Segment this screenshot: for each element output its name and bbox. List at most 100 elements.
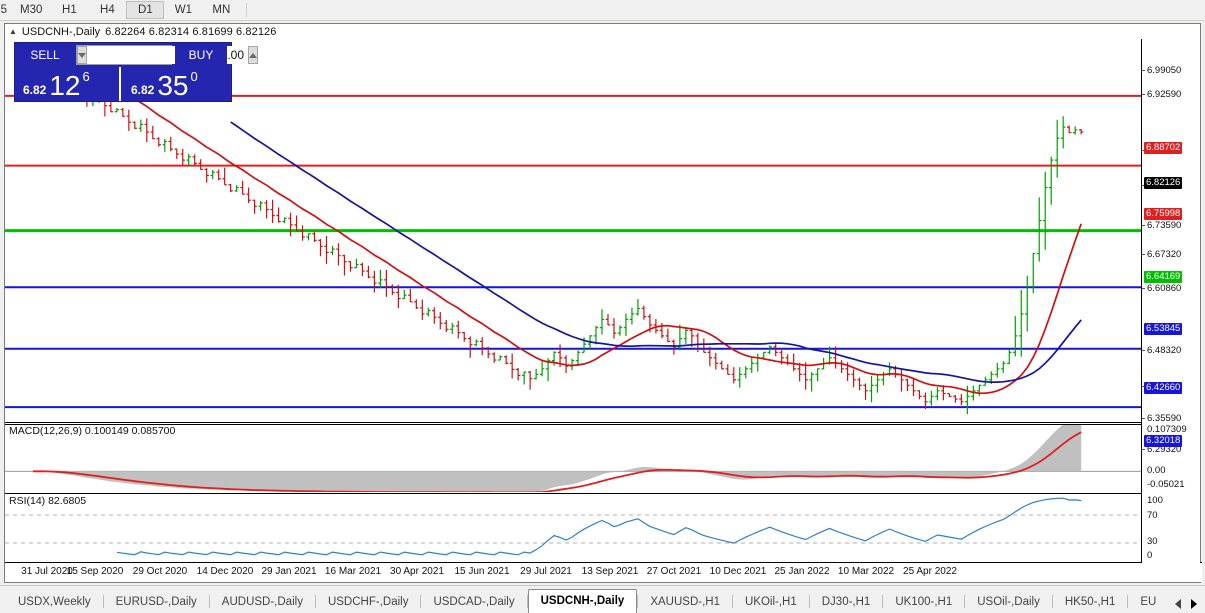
rsi-label: RSI(14) 82.6805 xyxy=(9,495,87,507)
chart-tab-usoil-daily[interactable]: USOil-,Daily xyxy=(977,596,1040,608)
tick-label: 0.107309 xyxy=(1147,424,1187,435)
tick-label: 6.73590 xyxy=(1147,220,1182,231)
timeframe-toolbar: 5 M30 H1 H4 D1 W1 MN xyxy=(0,0,1205,21)
tick-mark xyxy=(1142,70,1145,71)
panel-divider xyxy=(5,422,1143,423)
buy-price-display[interactable]: 6.82 35 0 xyxy=(125,67,229,101)
time-axis-label: 25 Apr 2022 xyxy=(903,566,957,577)
tick-label: 6.29320 xyxy=(1147,444,1182,455)
tick-label: 6.60860 xyxy=(1147,283,1182,294)
price-level-badge: 6.32018 xyxy=(1144,435,1183,447)
collapse-triangle-icon[interactable]: ▲ xyxy=(9,26,17,36)
timeframe-button-h4[interactable]: H4 xyxy=(100,4,115,16)
price-level-badge: 6.75998 xyxy=(1144,208,1183,220)
price-chart-plot[interactable] xyxy=(5,39,1143,422)
volume-increase-button[interactable] xyxy=(248,46,258,64)
price-level-badge: 6.82126 xyxy=(1144,177,1183,189)
time-axis-label: 13 Sep 2021 xyxy=(581,566,639,577)
rsi-indicator-plot[interactable] xyxy=(5,493,1143,563)
tab-separator xyxy=(208,595,210,608)
one-click-trading-panel[interactable]: SELL BUY 6.82 12 6 6.82 35 0 xyxy=(14,42,258,102)
tick-label: 6.67320 xyxy=(1147,249,1182,260)
timeframe-button-h1[interactable]: H1 xyxy=(62,4,77,16)
tab-separator xyxy=(1051,595,1053,608)
buy-button[interactable]: BUY xyxy=(175,45,227,65)
price-level-badge: 6.42660 xyxy=(1144,382,1183,394)
tick-label: 70 xyxy=(1147,510,1158,521)
time-axis-label: 29 Jul 2021 xyxy=(520,566,572,577)
timeframe-button-w1[interactable]: W1 xyxy=(174,4,192,16)
time-axis-label: 10 Dec 2021 xyxy=(709,566,767,577)
rsi-series-canvas xyxy=(5,497,1143,556)
tick-label: 0.00 xyxy=(1147,465,1166,476)
time-axis-label: 14 Dec 2020 xyxy=(196,566,254,577)
sell-price-prefix: 6.82 xyxy=(23,83,47,97)
price-series-canvas xyxy=(5,42,1143,415)
tab-separator xyxy=(314,595,316,608)
chart-tab-uk100-h1[interactable]: UK100-,H1 xyxy=(895,596,953,608)
time-axis-label: 30 Apr 2021 xyxy=(390,566,444,577)
tick-mark xyxy=(1142,386,1145,387)
chart-tab-hk50-h1[interactable]: HK50-,H1 xyxy=(1064,596,1116,608)
time-axis-label: 27 Oct 2021 xyxy=(646,566,702,577)
tab-separator xyxy=(1127,595,1129,608)
volume-stepper[interactable] xyxy=(76,45,258,65)
buy-price-prefix: 6.82 xyxy=(131,83,155,97)
tick-label: -0.05021 xyxy=(1147,479,1185,490)
tick-mark xyxy=(1142,94,1145,95)
tick-label: 6.99050 xyxy=(1147,65,1182,76)
tab-scroll-controls xyxy=(1169,599,1205,613)
macd-indicator-plot[interactable] xyxy=(5,424,1143,492)
buy-price-main: 35 xyxy=(157,70,189,101)
price-level-badge: 6.88702 xyxy=(1144,142,1183,154)
tab-separator xyxy=(882,595,884,608)
chart-tab-xauusd-h1[interactable]: XAUUSD-,H1 xyxy=(650,596,720,608)
scroll-right-icon[interactable] xyxy=(1191,599,1197,609)
tick-label: 6.35590 xyxy=(1147,413,1182,424)
time-axis-label: 31 Jul 2020 xyxy=(21,566,73,577)
sell-price-display[interactable]: 6.82 12 6 xyxy=(17,67,121,101)
chart-symbol-label: USDCNH-,Daily xyxy=(21,25,101,38)
time-axis-label: 25 Jan 2022 xyxy=(774,566,830,577)
scroll-left-icon[interactable] xyxy=(1175,599,1181,609)
sell-price-fraction: 6 xyxy=(82,69,90,84)
tick-label: 0 xyxy=(1147,550,1153,561)
tick-label: 6.92590 xyxy=(1147,89,1182,100)
tick-mark xyxy=(1142,350,1145,351)
tick-label: 6.48320 xyxy=(1147,345,1182,356)
price-level-badge: 6.53845 xyxy=(1144,323,1183,335)
chart-tab-eu[interactable]: EU xyxy=(1140,596,1157,608)
time-axis-label: 29 Jan 2021 xyxy=(261,566,317,577)
tick-mark xyxy=(1142,449,1145,450)
chevron-up-icon xyxy=(249,52,257,58)
timeframe-button-5[interactable]: 5 xyxy=(0,4,7,16)
chart-tab-dj30-h1[interactable]: DJ30-,H1 xyxy=(821,596,871,608)
timeframe-button-m30[interactable]: M30 xyxy=(20,4,43,16)
timeframe-button-mn[interactable]: MN xyxy=(212,4,231,16)
chart-tab-usdcnh-daily[interactable]: USDCNH-,Daily xyxy=(527,589,638,613)
chart-tab-usdx-weekly[interactable]: USDX,Weekly xyxy=(18,596,91,608)
time-axis[interactable]: 31 Jul 2020 15 Sep 2020 29 Oct 2020 14 Dec … xyxy=(5,562,1202,582)
chart-tab-ukoil-h1[interactable]: UKOil-,H1 xyxy=(744,596,797,608)
toolbar-separator xyxy=(246,3,248,17)
tab-separator xyxy=(964,595,966,608)
tick-mark xyxy=(1142,150,1145,151)
tick-label: 100 xyxy=(1147,495,1163,506)
chart-ohlc-values: 6.82264 6.82314 6.81699 6.82126 xyxy=(105,25,277,38)
chart-tab-usdcad-daily[interactable]: USDCAD-,Daily xyxy=(433,596,515,608)
volume-decrease-button[interactable] xyxy=(77,46,87,64)
chart-tab-audusd-daily[interactable]: AUDUSD-,Daily xyxy=(221,596,303,608)
tab-separator xyxy=(420,595,422,608)
chart-tab-usdchf-daily[interactable]: USDCHF-,Daily xyxy=(327,596,409,608)
timeframe-button-d1[interactable]: D1 xyxy=(126,1,165,19)
sell-price-main: 12 xyxy=(49,70,81,101)
chart-tab-eurusd-daily[interactable]: EURUSD-,Daily xyxy=(115,596,197,608)
time-axis-label: 15 Sep 2020 xyxy=(66,566,124,577)
chart-tab-bar[interactable]: USDX,Weekly EURUSD-,Daily AUDUSD-,Daily USD… xyxy=(0,585,1205,613)
tick-label: 30 xyxy=(1147,536,1158,547)
sell-button[interactable]: SELL xyxy=(19,45,71,65)
time-axis-label: 16 Mar 2021 xyxy=(324,566,382,577)
trade-panel-prices: 6.82 12 6 6.82 35 0 xyxy=(15,67,231,101)
tab-separator xyxy=(526,595,528,608)
price-scale-axis[interactable]: 6.990506.925906.863206.800506.735906.673… xyxy=(1141,39,1200,563)
